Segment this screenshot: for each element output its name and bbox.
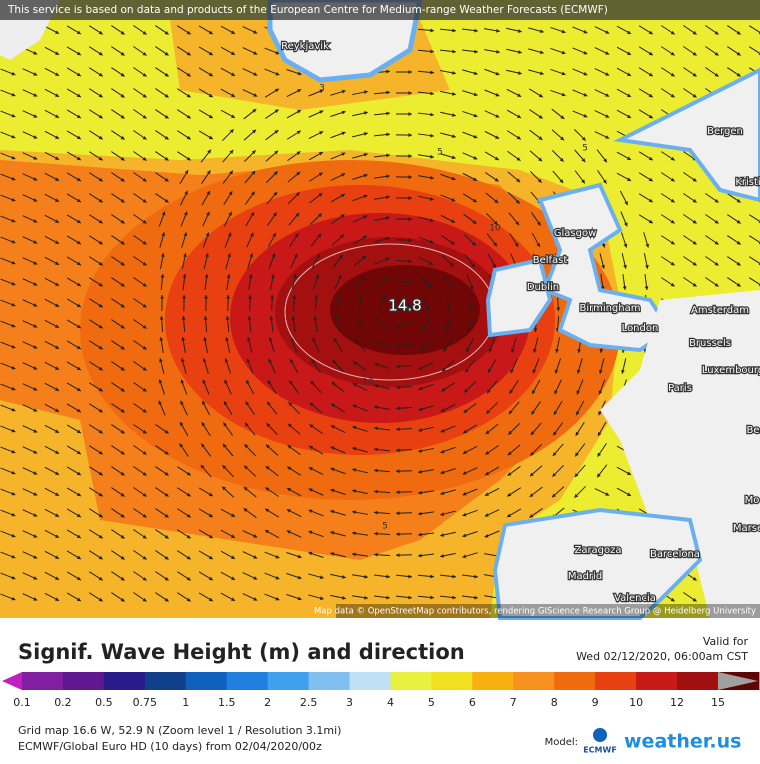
scale-label: 0.5 [95,696,113,709]
city-label: Marse [733,523,760,534]
scale-segment [554,672,595,690]
legend-title: Signif. Wave Height (m) and direction [18,640,465,664]
scale-label: 15 [711,696,725,709]
contour-label: 5 [582,144,588,154]
scale-segment [636,672,677,690]
scale-label: 3 [346,696,353,709]
scale-label: 8 [551,696,558,709]
scale-label: 7 [510,696,517,709]
city-label: London [622,323,659,334]
city-label: Zaragoza [574,545,621,556]
contour-label: 5 [437,148,443,158]
city-label: Bergen [707,126,743,137]
attribution: Map data © OpenStreetMap contributors, r… [314,607,756,617]
ecmwf-logo [593,728,607,742]
scale-label: 0.2 [54,696,72,709]
scale-segment [227,672,268,690]
contour-label: 3 [319,84,325,94]
city-label: Reykjavik [281,41,329,52]
city-label: Be [746,425,759,436]
scale-segment [472,672,513,690]
scale-segment [104,672,145,690]
scale-segment [63,672,104,690]
valid-time: Wed 02/12/2020, 06:00am CST [576,650,748,663]
scale-tip [2,672,22,690]
scale-segment [186,672,227,690]
footer-line: Grid map 16.6 W, 52.9 N (Zoom level 1 / … [18,724,341,737]
city-label: Brussels [689,338,731,349]
city-label: Dublin [527,282,559,293]
scale-segment [431,672,472,690]
contour-label: 5 [382,522,388,532]
scale-label: 1.5 [218,696,236,709]
city-label: Belfast [533,255,568,266]
scale-label: 4 [387,696,394,709]
city-label: Glasgow [554,228,597,239]
city-label: Kristi [735,177,760,188]
color-scale: 0.1 0.2 0.5 0.75 1 1.5 2 2.5 3 4 5 6 7 8 9 10 12 15 [2,672,759,709]
scale-label: 2 [264,696,271,709]
city-label: Birmingham [580,303,641,314]
scale-label: 9 [592,696,599,709]
city-label: Mo [745,495,760,506]
footer-line: ECMWF/Global Euro HD (10 days) from 02/0… [18,740,322,753]
valid-label: Valid for [703,635,749,648]
scale-segment [595,672,636,690]
scale-segment [513,672,554,690]
scale-label: 10 [629,696,643,709]
scale-label: 0.75 [133,696,158,709]
city-label: Valencia [614,593,656,604]
scale-segment [350,672,391,690]
scale-segment [390,672,431,690]
scale-label: 2.5 [300,696,318,709]
model-name: ECMWF [583,746,617,755]
contour-label: 10 [489,224,501,234]
map: Reykjavik Bergen Kristi Glasgow Belfast Dubli… [0,0,760,618]
city-label: Luxembourg [702,365,760,376]
brand: weather.us [624,731,741,753]
scale-label: 12 [670,696,684,709]
city-label: Paris [668,383,692,394]
scale-label: 5 [428,696,435,709]
city-label: Amsterdam [691,305,749,316]
scale-segment [268,672,309,690]
scale-label: 6 [469,696,476,709]
scale-label: 1 [182,696,189,709]
scale-segment [309,672,350,690]
city-label: Barcelona [650,549,700,560]
model-label: Model: [545,737,578,748]
max-label: 14.8 [388,297,421,315]
scale-segment [22,672,63,690]
banner: This service is based on data and produc… [7,4,608,16]
contour-label: 10 [362,378,374,388]
scale-segment [677,672,718,690]
scale-label: 0.1 [13,696,31,709]
scale-segment [145,672,186,690]
city-label: Madrid [568,571,602,582]
